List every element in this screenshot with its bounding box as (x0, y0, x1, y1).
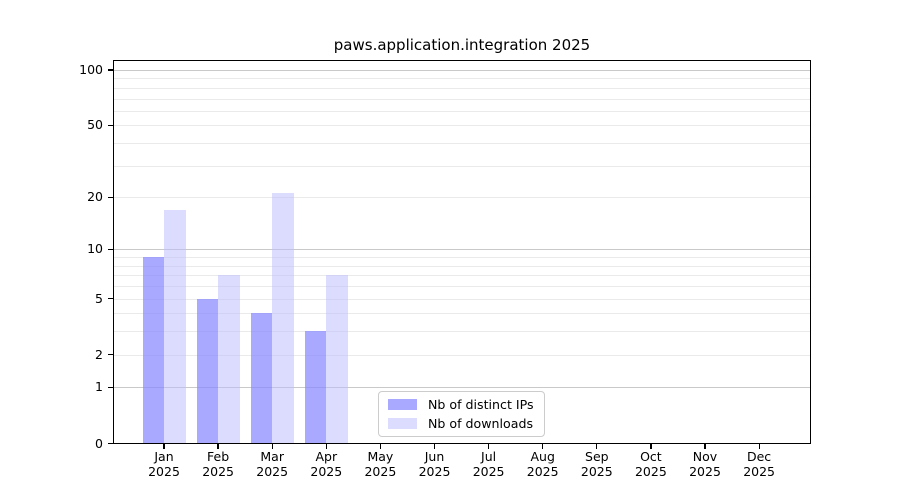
gridline-minor (113, 257, 811, 259)
y-tick-label: 10 (87, 241, 103, 257)
x-tick-mark (271, 443, 273, 449)
y-tick-label: 20 (87, 189, 103, 205)
legend-swatch-distinct-ips (388, 399, 417, 411)
x-tick-mark (433, 443, 436, 449)
y-tick-mark (107, 386, 113, 389)
legend-item-downloads: Nb of downloads (379, 416, 544, 431)
gridline-minor (113, 313, 811, 315)
gridline-minor (113, 143, 811, 144)
gridline-minor (113, 197, 811, 199)
x-tick-label: Feb 2025 (202, 449, 234, 479)
gridline-minor (113, 165, 811, 167)
y-tick-mark (107, 124, 113, 126)
gridline-minor (113, 125, 811, 127)
y-tick-mark (107, 196, 113, 198)
plot-area-border (113, 59, 811, 444)
gridline-minor (113, 265, 811, 267)
x-tick-mark (542, 443, 544, 449)
gridline-minor (113, 78, 811, 80)
bar-distinct-ips-apr (304, 331, 327, 444)
y-tick-label: 1 (95, 379, 103, 395)
y-tick-label: 0 (95, 435, 103, 451)
x-tick-label: Jan 2025 (148, 449, 180, 479)
x-tick-label: Apr 2025 (310, 449, 343, 479)
x-tick-mark (650, 443, 652, 449)
bar-distinct-ips-feb (196, 298, 219, 444)
bar-downloads-apr (326, 275, 348, 444)
chart-title: paws.application.integration 2025 (333, 36, 591, 54)
legend-label-downloads: Nb of downloads (428, 415, 534, 431)
y-tick-label: 5 (95, 290, 103, 306)
x-tick-label: Sep 2025 (580, 449, 613, 479)
gridline-minor (113, 275, 811, 277)
gridline-minor (113, 354, 811, 356)
gridline-minor (113, 110, 811, 112)
gridline-major (113, 248, 811, 251)
gridline-minor (113, 87, 811, 89)
y-tick-label: 100 (79, 62, 103, 77)
y-tick-mark (107, 353, 113, 356)
y-tick-mark (107, 297, 113, 300)
x-tick-label: Nov 2025 (689, 449, 721, 479)
y-tick-label: 2 (95, 346, 103, 362)
y-tick-mark (107, 442, 113, 445)
legend-item-distinct-ips: Nb of distinct IPs (379, 397, 544, 412)
x-tick-mark (379, 443, 382, 449)
x-tick-mark (325, 443, 327, 449)
x-tick-mark (217, 443, 219, 449)
bar-downloads-mar (272, 193, 294, 444)
x-tick-label: Mar 2025 (256, 449, 289, 479)
bar-downloads-feb (218, 275, 240, 444)
x-tick-mark (758, 443, 760, 449)
gridline-major (113, 69, 811, 71)
gridline-minor (113, 331, 811, 333)
bar-distinct-ips-jan (142, 257, 164, 444)
gridline-minor (113, 286, 811, 287)
y-tick-mark (107, 69, 113, 71)
bar-downloads-jan (164, 209, 186, 444)
x-tick-mark (163, 443, 165, 449)
x-tick-label: Oct 2025 (634, 449, 667, 479)
gridline-minor (113, 98, 811, 100)
x-tick-label: Aug 2025 (526, 449, 559, 479)
gridline-major (113, 386, 811, 389)
x-tick-label: Jul 2025 (472, 449, 505, 479)
legend-label-distinct-ips: Nb of distinct IPs (428, 397, 534, 413)
x-tick-mark (488, 443, 490, 449)
x-tick-mark (596, 443, 598, 449)
x-tick-mark (704, 443, 706, 449)
x-tick-label: May 2025 (364, 449, 397, 479)
legend-swatch-downloads (388, 417, 417, 429)
y-tick-label: 50 (87, 117, 103, 133)
x-tick-label: Jun 2025 (418, 449, 451, 479)
x-tick-label: Dec 2025 (743, 449, 775, 479)
gridline-minor (113, 298, 811, 300)
bar-distinct-ips-mar (250, 313, 273, 444)
legend: Nb of distinct IPs Nb of downloads (378, 391, 545, 437)
y-tick-mark (107, 248, 113, 251)
